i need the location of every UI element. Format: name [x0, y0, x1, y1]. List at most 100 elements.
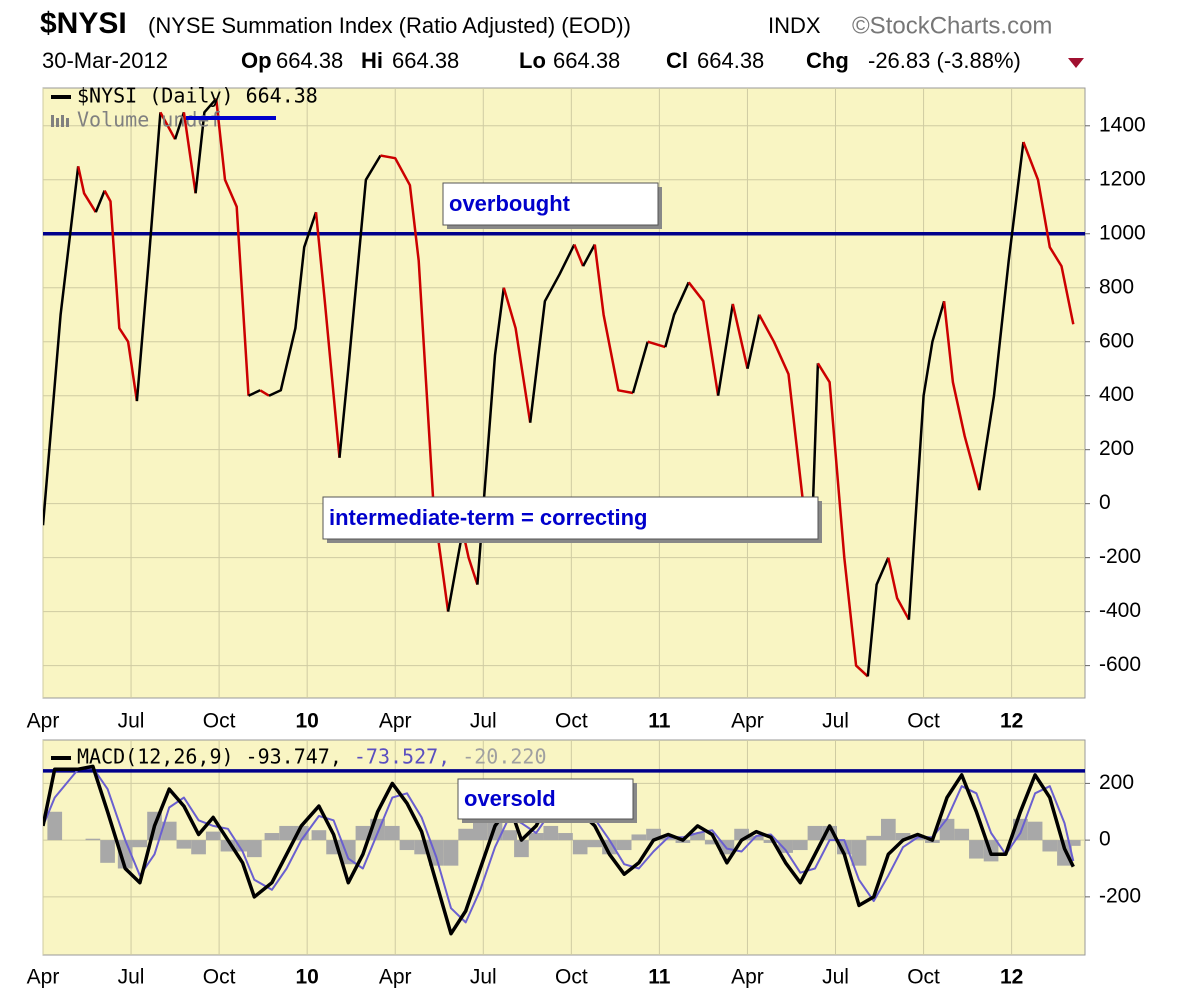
histogram-bar	[473, 818, 488, 841]
histogram-bar	[220, 840, 236, 852]
histogram-bar	[646, 828, 661, 841]
series-line	[716, 303, 735, 396]
series-line	[687, 281, 720, 396]
y-tick-label: -200	[1099, 884, 1141, 907]
low-label: Lo	[519, 48, 546, 73]
histogram-bar	[384, 825, 400, 841]
y-tick-label: 1200	[1099, 167, 1146, 190]
histogram-bar	[205, 831, 221, 841]
series-line	[1022, 141, 1075, 325]
annotation-box	[457, 778, 634, 820]
series-group	[43, 97, 1085, 678]
annotation-box	[442, 182, 659, 226]
histogram-bar	[807, 825, 823, 841]
x-tick-label: Oct	[203, 710, 236, 733]
histogram-bar	[235, 840, 250, 852]
histogram-bar	[939, 818, 955, 841]
series-line	[268, 211, 318, 397]
histogram-bar	[748, 835, 764, 841]
y-tick-label: -600	[1099, 653, 1141, 676]
legend-icon	[56, 118, 59, 127]
histogram-bar	[792, 840, 808, 851]
series-line	[866, 557, 890, 677]
histogram-bar	[572, 840, 588, 855]
histogram-bar	[660, 837, 676, 841]
series-line	[182, 112, 197, 194]
series-line	[76, 166, 97, 213]
histogram-bar	[587, 840, 603, 848]
y-tick-label: 200	[1099, 771, 1134, 794]
histogram-bar	[443, 840, 459, 866]
legend-label: -93.747,	[246, 745, 342, 769]
close: 664.38	[697, 48, 764, 73]
change: -26.83 (-3.88%)	[868, 48, 1021, 73]
legend-label: -73.527,	[354, 745, 450, 769]
histogram-bar	[969, 840, 984, 859]
x-tick-label: Apr	[379, 966, 412, 989]
series-line	[214, 98, 250, 396]
annotation: intermediate-term = correcting	[329, 505, 647, 530]
x-tick-label: 11	[648, 966, 671, 989]
x-tick-label: 10	[295, 966, 318, 989]
histogram-bar	[616, 840, 632, 851]
annotation: oversold	[464, 786, 556, 811]
x-tick-label: Apr	[731, 966, 764, 989]
histogram-bar	[191, 840, 206, 855]
source: ©StockCharts.com	[852, 12, 1052, 39]
series-line	[664, 281, 690, 348]
series-line	[593, 244, 634, 395]
y-tick-label: 600	[1099, 329, 1134, 352]
histogram-bar	[528, 833, 544, 841]
annotation: overbought	[449, 191, 571, 216]
series-line	[314, 212, 341, 458]
histogram-bar	[851, 840, 867, 866]
histogram-bar	[311, 830, 327, 841]
series-line	[103, 190, 139, 402]
y-tick-label: 400	[1099, 383, 1134, 406]
histogram-bar	[631, 834, 647, 841]
histogram-bar	[910, 837, 926, 841]
series-line	[573, 244, 585, 267]
series-line	[816, 362, 869, 678]
histogram-bar	[514, 840, 529, 858]
exchange: INDX	[768, 13, 821, 38]
subtitle: (NYSE Summation Index (Ratio Adjusted) (…	[148, 13, 631, 38]
x-tick-label: Apr	[27, 966, 60, 989]
y-tick-label: -200	[1099, 545, 1141, 568]
series-line	[259, 389, 270, 397]
series-line	[746, 314, 761, 369]
x-tick-label: Jul	[118, 966, 145, 989]
histogram-bar	[264, 833, 280, 841]
x-tick-label: 12	[1000, 966, 1023, 989]
series-line	[194, 97, 218, 194]
histogram-bar	[85, 838, 101, 841]
legend-label: -20.220	[462, 745, 546, 769]
series-line	[582, 243, 596, 267]
x-tick-label: Apr	[379, 710, 412, 733]
histogram-bar	[47, 811, 63, 841]
series-line	[247, 389, 261, 397]
histogram-bar	[954, 828, 970, 841]
low: 664.38	[553, 48, 620, 73]
y-tick-label: 800	[1099, 275, 1134, 298]
histogram-bar	[543, 825, 559, 841]
x-tick-label: Jul	[470, 710, 497, 733]
histogram-bar	[690, 833, 705, 841]
series-line	[631, 341, 649, 394]
plot-background	[42, 739, 1086, 956]
x-tick-label: 10	[295, 710, 318, 733]
x-tick-label: 12	[1000, 710, 1023, 733]
legend-icon	[66, 118, 69, 127]
legend-label: MACD(12,26,9)	[77, 745, 234, 769]
series-line	[907, 300, 946, 620]
down-arrow	[1068, 58, 1084, 68]
series-line	[338, 154, 382, 458]
change-label: Chg	[806, 48, 849, 73]
open: 664.38	[276, 48, 343, 73]
histogram-bar	[100, 840, 115, 863]
annotation-box	[322, 496, 819, 540]
legend-icon	[51, 115, 54, 127]
series-line	[43, 166, 80, 526]
symbol: $NYSI	[40, 7, 127, 40]
high: 664.38	[392, 48, 459, 73]
